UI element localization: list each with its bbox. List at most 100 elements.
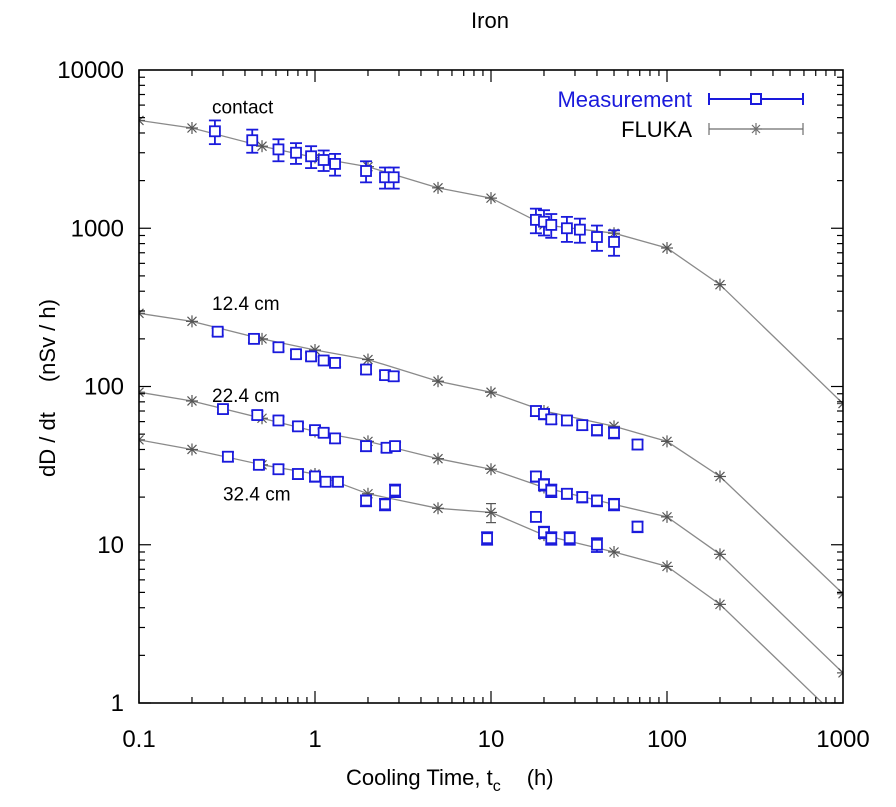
measurement-point bbox=[290, 142, 303, 165]
fluka-point bbox=[185, 443, 198, 456]
fluka-line-22-4-cm bbox=[139, 391, 843, 674]
measurement-point bbox=[319, 475, 332, 488]
fluka-point bbox=[139, 386, 145, 399]
x-tick-label: 0.1 bbox=[122, 726, 155, 753]
series-annotation: contact bbox=[212, 98, 274, 119]
fluka-point bbox=[139, 433, 145, 446]
fluka-point bbox=[661, 242, 673, 255]
y-tick-label: 1000 bbox=[71, 215, 124, 242]
measurement-point bbox=[560, 487, 573, 500]
fluka-point bbox=[485, 386, 497, 399]
legend-symbol-measurement bbox=[708, 93, 804, 105]
axis-ticks-group: 0.1 1 10 100 1000 1 10 100 1000 10000 bbox=[57, 57, 869, 753]
plot-area-frame bbox=[138, 69, 844, 704]
measurement-point bbox=[389, 440, 402, 453]
fluka-point bbox=[485, 192, 497, 205]
measurement-point bbox=[590, 424, 603, 437]
measurement-point bbox=[291, 468, 304, 480]
measurement-point bbox=[389, 483, 402, 499]
fluka-point bbox=[185, 315, 198, 328]
x-axis-title-subscript: c bbox=[493, 778, 501, 795]
measurement-point bbox=[576, 491, 589, 504]
measurement-point bbox=[272, 138, 285, 163]
x-tick-label: 10 bbox=[478, 726, 505, 753]
measurement-point bbox=[545, 531, 558, 546]
measurement-point bbox=[331, 475, 344, 488]
y-tick-label: 10 bbox=[97, 532, 124, 559]
measurement-series-22-4-cm bbox=[216, 403, 644, 534]
fluka-point bbox=[837, 587, 843, 600]
y-tick-label: 1 bbox=[111, 690, 124, 717]
fluka-point bbox=[432, 452, 445, 465]
measurement-point bbox=[251, 409, 264, 421]
measurement-point bbox=[247, 332, 260, 345]
y-tick-label: 100 bbox=[84, 374, 124, 401]
fluka-point bbox=[185, 394, 198, 407]
measurement-point bbox=[272, 414, 285, 427]
series-annotation: 12.4 cm bbox=[212, 294, 280, 315]
fluka-point bbox=[713, 470, 726, 483]
measurement-point bbox=[290, 348, 303, 361]
measurement-point bbox=[573, 217, 586, 244]
measurement-point bbox=[252, 458, 265, 471]
measurement-point bbox=[576, 419, 589, 432]
x-tick-label: 1000 bbox=[816, 726, 869, 753]
fluka-point bbox=[185, 122, 198, 135]
measurement-point bbox=[590, 494, 603, 508]
measurement-point bbox=[305, 145, 318, 169]
fluka-point bbox=[837, 666, 843, 679]
fluka-point bbox=[139, 307, 145, 320]
measurement-point bbox=[317, 426, 330, 439]
measurement-series-group bbox=[208, 119, 644, 553]
fluka-point bbox=[713, 278, 726, 291]
measurement-point bbox=[563, 531, 576, 546]
measurement-point bbox=[590, 224, 603, 252]
fluka-point bbox=[661, 510, 673, 523]
fluka-point bbox=[361, 353, 374, 366]
y-axis-title-main: dD / dt bbox=[35, 412, 60, 477]
fluka-point bbox=[432, 181, 445, 194]
measurement-point bbox=[560, 414, 573, 427]
measurement-point bbox=[305, 350, 318, 363]
measurement-point bbox=[379, 497, 392, 512]
measurement-point bbox=[360, 440, 373, 453]
measurement-point bbox=[360, 160, 373, 184]
y-axis-title-unit: (nSv / h) bbox=[35, 299, 60, 382]
measurement-point bbox=[387, 166, 400, 190]
series-annotation: 32.4 cm bbox=[223, 485, 291, 506]
measurement-point bbox=[481, 531, 494, 546]
measurement-point bbox=[272, 341, 285, 354]
y-axis-title: dD / dt (nSv / h) bbox=[35, 299, 60, 477]
x-tick-label: 1 bbox=[308, 726, 321, 753]
measurement-point bbox=[272, 463, 285, 476]
measurement-point bbox=[360, 363, 373, 376]
measurement-point bbox=[590, 537, 603, 553]
fluka-point bbox=[485, 463, 497, 476]
measurement-point bbox=[246, 128, 259, 154]
annotations-group: contact 12.4 cm 22.4 cm 32.4 cm bbox=[212, 98, 291, 506]
measurement-point bbox=[545, 483, 558, 499]
measurement-series-32-4-cm bbox=[221, 450, 603, 553]
legend-symbol-fluka bbox=[708, 123, 804, 135]
measurement-point bbox=[329, 432, 342, 445]
measurement-point bbox=[631, 438, 644, 451]
measurement-point bbox=[208, 119, 221, 146]
measurement-point bbox=[216, 403, 229, 415]
measurement-point bbox=[545, 213, 558, 239]
x-axis-title-unit: (h) bbox=[527, 765, 554, 790]
measurement-point bbox=[608, 426, 621, 440]
measurement-point bbox=[608, 229, 621, 257]
y-tick-label: 10000 bbox=[57, 57, 124, 84]
fluka-point bbox=[661, 560, 673, 573]
measurement-point bbox=[631, 520, 644, 534]
series-annotation: 22.4 cm bbox=[212, 386, 280, 407]
measurement-point bbox=[545, 413, 558, 426]
fluka-point bbox=[256, 140, 269, 153]
measurement-point bbox=[309, 470, 321, 483]
measurement-point bbox=[387, 370, 400, 383]
measurement-point bbox=[211, 325, 224, 338]
fluka-point bbox=[661, 435, 673, 448]
measurement-point bbox=[360, 494, 373, 508]
